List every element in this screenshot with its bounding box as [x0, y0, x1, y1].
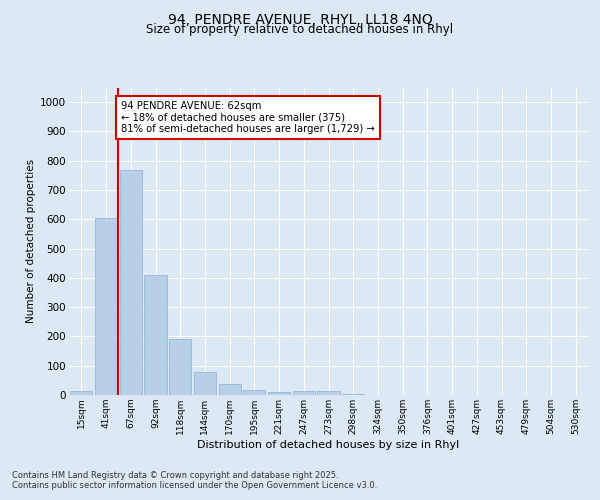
- Y-axis label: Number of detached properties: Number of detached properties: [26, 159, 36, 324]
- Text: 94, PENDRE AVENUE, RHYL, LL18 4NQ: 94, PENDRE AVENUE, RHYL, LL18 4NQ: [167, 12, 433, 26]
- Text: 94 PENDRE AVENUE: 62sqm
← 18% of detached houses are smaller (375)
81% of semi-d: 94 PENDRE AVENUE: 62sqm ← 18% of detache…: [121, 100, 374, 134]
- Bar: [317, 391, 340, 395]
- Bar: [293, 391, 315, 395]
- Bar: [268, 392, 290, 395]
- Text: Contains HM Land Registry data © Crown copyright and database right 2025.: Contains HM Land Registry data © Crown c…: [12, 471, 338, 480]
- Text: Contains public sector information licensed under the Open Government Licence v3: Contains public sector information licen…: [12, 481, 377, 490]
- Bar: [342, 394, 364, 395]
- Bar: [95, 218, 117, 395]
- Bar: [218, 384, 241, 395]
- Bar: [70, 390, 92, 395]
- Bar: [243, 390, 265, 395]
- Bar: [119, 170, 142, 395]
- Bar: [145, 275, 167, 395]
- Bar: [169, 340, 191, 395]
- Text: Size of property relative to detached houses in Rhyl: Size of property relative to detached ho…: [146, 22, 454, 36]
- X-axis label: Distribution of detached houses by size in Rhyl: Distribution of detached houses by size …: [197, 440, 460, 450]
- Bar: [194, 372, 216, 395]
